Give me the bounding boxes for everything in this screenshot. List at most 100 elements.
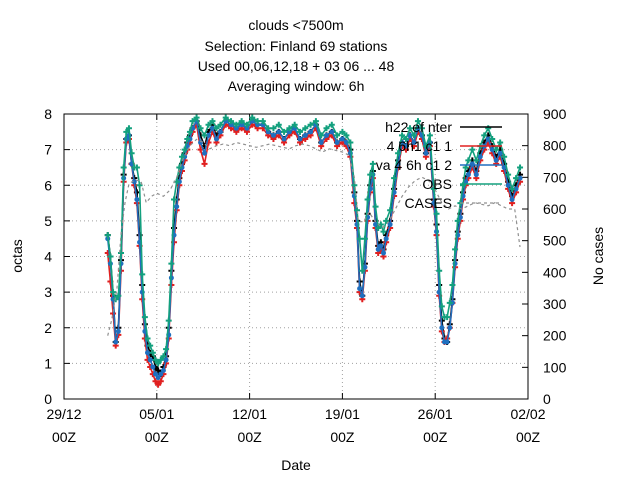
legend-label: va 4 6h c1 2 [376, 157, 452, 173]
x-tick-label: 29/12 [46, 406, 81, 422]
y2-tick-label: 900 [543, 106, 567, 122]
data-point [249, 114, 256, 121]
data-point [318, 140, 324, 145]
data-point [275, 121, 282, 128]
data-point [433, 210, 440, 217]
x-tick-label: 00Z [330, 429, 355, 445]
data-point [444, 314, 451, 321]
data-point [454, 217, 461, 224]
y2-axis-label: No cases [590, 227, 606, 285]
title-line-4: Averaging window: 6h [228, 78, 365, 94]
series-obs [104, 114, 524, 367]
data-point [297, 136, 303, 142]
data-point [131, 179, 137, 185]
data-point [452, 246, 459, 253]
data-point [145, 350, 151, 356]
data-point [128, 150, 135, 157]
data-point [168, 260, 175, 267]
data-point [436, 267, 443, 274]
data-point [209, 125, 215, 131]
data-point [141, 314, 148, 321]
data-point [155, 375, 161, 381]
legend-label: h22 ef nter [385, 119, 452, 135]
x-tick-label: 05/01 [139, 406, 174, 422]
data-point [228, 122, 234, 128]
data-point [497, 150, 503, 156]
data-point [307, 121, 314, 128]
data-point [149, 349, 156, 356]
data-point [184, 135, 191, 142]
data-point [318, 132, 325, 139]
data-point [403, 143, 409, 149]
x-tick-labels: 29/12 00Z 05/01 00Z 12/01 00Z 19/01 00Z 26/01 00Z… [46, 406, 545, 445]
data-point [276, 129, 282, 135]
y-tick-label: 4 [44, 249, 52, 265]
data-point [323, 125, 330, 132]
data-point [423, 150, 429, 156]
y2-tick-label: 500 [543, 233, 567, 249]
data-point [372, 203, 379, 210]
data-point [395, 150, 402, 157]
data-point [501, 164, 507, 170]
data-point [197, 125, 204, 132]
data-point [160, 353, 167, 360]
data-point [286, 129, 292, 135]
grid [64, 114, 528, 399]
legend-label: CASES [405, 195, 452, 211]
data-point [133, 164, 140, 171]
data-point [387, 221, 393, 227]
data-point [422, 143, 429, 150]
data-point [265, 125, 272, 132]
data-point [213, 125, 220, 132]
data-point [302, 125, 309, 132]
data-point [449, 282, 456, 288]
data-point [209, 118, 216, 125]
data-point [291, 121, 298, 128]
data-point [115, 292, 122, 299]
data-point [163, 346, 170, 353]
x-axis-label: Date [281, 457, 311, 473]
data-point [147, 342, 154, 349]
data-point [446, 299, 453, 306]
data-point [139, 271, 146, 278]
data-point [489, 147, 495, 153]
data-point [312, 118, 319, 125]
data-point [477, 154, 483, 160]
data-point [347, 139, 354, 146]
y-tick-label: 6 [44, 177, 52, 193]
data-point [152, 371, 158, 377]
x-tick-label: 00Z [516, 429, 541, 445]
data-point [375, 225, 382, 231]
data-point [186, 128, 193, 135]
data-point [357, 286, 363, 292]
data-point [493, 157, 499, 163]
title-line-1: clouds <7500m [248, 17, 343, 33]
data-point [104, 232, 111, 239]
data-point [238, 118, 245, 125]
data-point [375, 246, 381, 252]
data-point [155, 360, 162, 367]
data-point [334, 140, 340, 145]
series [104, 114, 524, 388]
y2-tick-label: 600 [543, 201, 567, 217]
data-point [513, 175, 520, 182]
data-point [473, 157, 480, 164]
data-point [281, 128, 288, 135]
data-point [364, 196, 371, 203]
data-point [201, 132, 208, 139]
legend-label: 4 6h1 c1 1 [387, 138, 453, 154]
data-point [205, 121, 212, 128]
y-tick-labels: 0 1 2 3 4 5 6 7 8 [44, 106, 52, 407]
y-tick-label: 3 [44, 284, 52, 300]
data-point [144, 335, 151, 342]
data-point [189, 118, 196, 125]
data-point [270, 125, 277, 132]
x-tick-label: 02/02 [510, 406, 545, 422]
data-point [201, 160, 208, 167]
series-line [106, 123, 521, 386]
data-point [403, 135, 410, 142]
data-point [150, 364, 156, 370]
data-point [281, 136, 287, 142]
data-point [323, 132, 329, 138]
data-point [118, 249, 125, 256]
